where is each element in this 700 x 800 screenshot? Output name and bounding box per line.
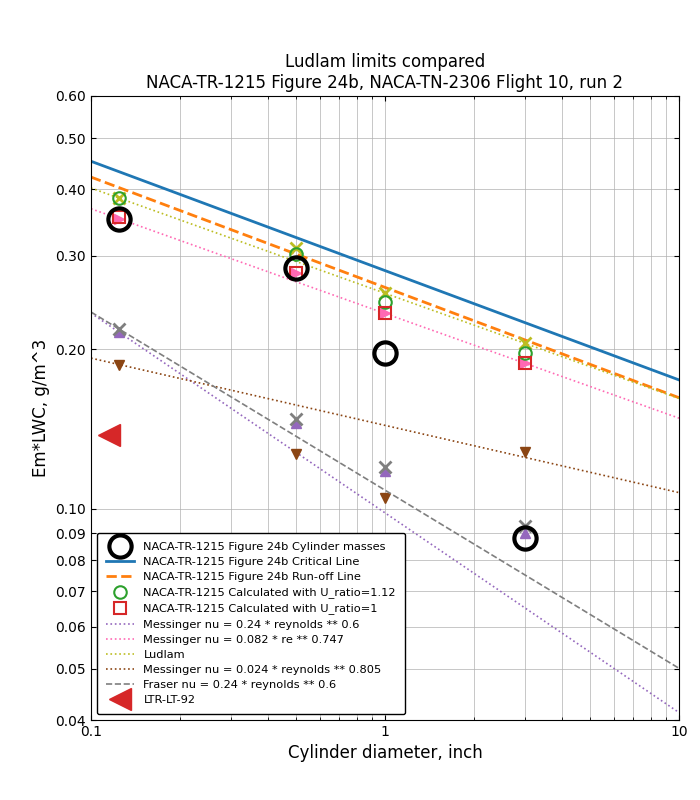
Fraser nu = 0.24 * reynolds ** 0.6: [196, 374, 204, 383]
NACA-TR-1215 Calculated with U_ratio=1: [116, 212, 124, 222]
Messinger nu = 0.24 * reynolds ** 0.6: [675, 708, 683, 718]
Messinger nu = 0.24 * reynolds ** 0.6: [645, 688, 654, 698]
Ludlam: [196, 222, 204, 232]
NACA-TR-1215 Calculated with U_ratio=1: [381, 308, 389, 318]
NACA-TR-1215 Figure 24b Critical Line: [122, 170, 131, 179]
Messinger nu = 0.024 * reynolds ** 0.805: [675, 488, 683, 498]
Messinger nu = 0.024 * reynolds ** 0.805: [196, 378, 204, 388]
Fraser nu = 0.24 * reynolds ** 0.6: [244, 402, 252, 412]
NACA-TR-1215 Calculated with U_ratio=1.12: [381, 298, 389, 307]
Messinger nu = 0.082 * re ** 0.747: [244, 260, 252, 270]
Messinger nu = 0.24 * reynolds ** 0.6: [244, 414, 252, 424]
NACA-TR-1215 Figure 24b Critical Line: [196, 197, 204, 206]
Y-axis label: Em*LWC, g/m^3: Em*LWC, g/m^3: [32, 339, 50, 477]
Fraser nu = 0.24 * reynolds ** 0.6: [122, 329, 131, 338]
Line: NACA-TR-1215 Figure 24b Cylinder masses: NACA-TR-1215 Figure 24b Cylinder masses: [108, 208, 536, 550]
Ludlam: [122, 196, 131, 206]
Ludlam: [645, 383, 654, 393]
Ludlam: [87, 183, 95, 193]
Messinger nu = 0.082 * re ** 0.747: [624, 395, 633, 405]
NACA-TR-1215 Figure 24b Cylinder masses: [381, 348, 389, 358]
Messinger nu = 0.082 * re ** 0.747: [675, 414, 683, 423]
Line: Messinger nu = 0.24 * reynolds ** 0.6: Messinger nu = 0.24 * reynolds ** 0.6: [91, 313, 679, 713]
Line: NACA-TR-1215 Figure 24b Critical Line: NACA-TR-1215 Figure 24b Critical Line: [91, 162, 679, 380]
Messinger nu = 0.024 * reynolds ** 0.805: [645, 481, 654, 490]
Ludlam: [624, 376, 633, 386]
Messinger nu = 0.082 * re ** 0.747: [645, 403, 654, 413]
NACA-TR-1215 Figure 24b Critical Line: [624, 357, 633, 366]
Messinger nu = 0.024 * reynolds ** 0.805: [87, 354, 95, 363]
Fraser nu = 0.24 * reynolds ** 0.6: [645, 646, 654, 655]
NACA-TR-1215 Calculated with U_ratio=1: [293, 269, 301, 278]
Title: Ludlam limits compared
NACA-TR-1215 Figure 24b, NACA-TN-2306 Flight 10, run 2: Ludlam limits compared NACA-TR-1215 Figu…: [146, 53, 624, 92]
Messinger nu = 0.082 * re ** 0.747: [196, 243, 204, 253]
Messinger nu = 0.024 * reynolds ** 0.805: [122, 362, 131, 371]
NACA-TR-1215 Figure 24b Cylinder masses: [116, 214, 124, 224]
NACA-TR-1215 Calculated with U_ratio=1.12: [293, 250, 301, 259]
NACA-TR-1215 Calculated with U_ratio=1.12: [116, 194, 124, 203]
Line: Fraser nu = 0.24 * reynolds ** 0.6: Fraser nu = 0.24 * reynolds ** 0.6: [91, 312, 679, 668]
NACA-TR-1215 Figure 24b Critical Line: [244, 214, 252, 224]
Line: NACA-TR-1215 Calculated with U_ratio=1: NACA-TR-1215 Calculated with U_ratio=1: [114, 211, 531, 369]
Line: Ludlam: Ludlam: [91, 188, 679, 398]
Messinger nu = 0.082 * re ** 0.747: [87, 204, 95, 214]
NACA-TR-1215 Figure 24b Run-off Line: [122, 186, 131, 195]
NACA-TR-1215 Figure 24b Run-off Line: [645, 382, 654, 391]
NACA-TR-1215 Figure 24b Cylinder masses: [521, 534, 529, 543]
Messinger nu = 0.24 * reynolds ** 0.6: [87, 308, 95, 318]
NACA-TR-1215 Figure 24b Run-off Line: [675, 393, 683, 402]
NACA-TR-1215 Calculated with U_ratio=1: [521, 358, 529, 368]
NACA-TR-1215 Calculated with U_ratio=1.12: [521, 348, 529, 358]
NACA-TR-1215 Figure 24b Run-off Line: [87, 172, 95, 182]
NACA-TR-1215 Figure 24b Run-off Line: [624, 374, 633, 384]
NACA-TR-1215 Figure 24b Critical Line: [645, 364, 654, 374]
Line: NACA-TR-1215 Calculated with U_ratio=1.12: NACA-TR-1215 Calculated with U_ratio=1.1…: [113, 192, 531, 359]
Messinger nu = 0.24 * reynolds ** 0.6: [624, 674, 633, 683]
NACA-TR-1215 Figure 24b Run-off Line: [196, 214, 204, 223]
NACA-TR-1215 Figure 24b Critical Line: [87, 157, 95, 166]
NACA-TR-1215 Figure 24b Run-off Line: [244, 231, 252, 241]
Ludlam: [244, 239, 252, 249]
Ludlam: [675, 394, 683, 403]
Line: Messinger nu = 0.082 * re ** 0.747: Messinger nu = 0.082 * re ** 0.747: [91, 209, 679, 418]
Messinger nu = 0.024 * reynolds ** 0.805: [244, 389, 252, 398]
Messinger nu = 0.24 * reynolds ** 0.6: [122, 333, 131, 342]
Messinger nu = 0.24 * reynolds ** 0.6: [111, 324, 119, 334]
NACA-TR-1215 Figure 24b Critical Line: [111, 166, 119, 175]
X-axis label: Cylinder diameter, inch: Cylinder diameter, inch: [288, 745, 482, 762]
NACA-TR-1215 Figure 24b Run-off Line: [111, 181, 119, 190]
Fraser nu = 0.24 * reynolds ** 0.6: [675, 663, 683, 673]
Line: NACA-TR-1215 Figure 24b Run-off Line: NACA-TR-1215 Figure 24b Run-off Line: [91, 177, 679, 398]
Messinger nu = 0.024 * reynolds ** 0.805: [624, 476, 633, 486]
Messinger nu = 0.082 * re ** 0.747: [111, 212, 119, 222]
Fraser nu = 0.24 * reynolds ** 0.6: [87, 307, 95, 317]
NACA-TR-1215 Figure 24b Cylinder masses: [293, 262, 301, 272]
Messinger nu = 0.024 * reynolds ** 0.805: [111, 358, 119, 368]
Fraser nu = 0.24 * reynolds ** 0.6: [111, 322, 119, 331]
Line: Messinger nu = 0.024 * reynolds ** 0.805: Messinger nu = 0.024 * reynolds ** 0.805: [91, 358, 679, 493]
Messinger nu = 0.24 * reynolds ** 0.6: [196, 382, 204, 392]
Messinger nu = 0.082 * re ** 0.747: [122, 217, 131, 226]
Fraser nu = 0.24 * reynolds ** 0.6: [624, 633, 633, 642]
Ludlam: [111, 192, 119, 202]
NACA-TR-1215 Figure 24b Critical Line: [675, 375, 683, 385]
Legend: NACA-TR-1215 Figure 24b Cylinder masses, NACA-TR-1215 Figure 24b Critical Line, : NACA-TR-1215 Figure 24b Cylinder masses,…: [97, 533, 405, 714]
